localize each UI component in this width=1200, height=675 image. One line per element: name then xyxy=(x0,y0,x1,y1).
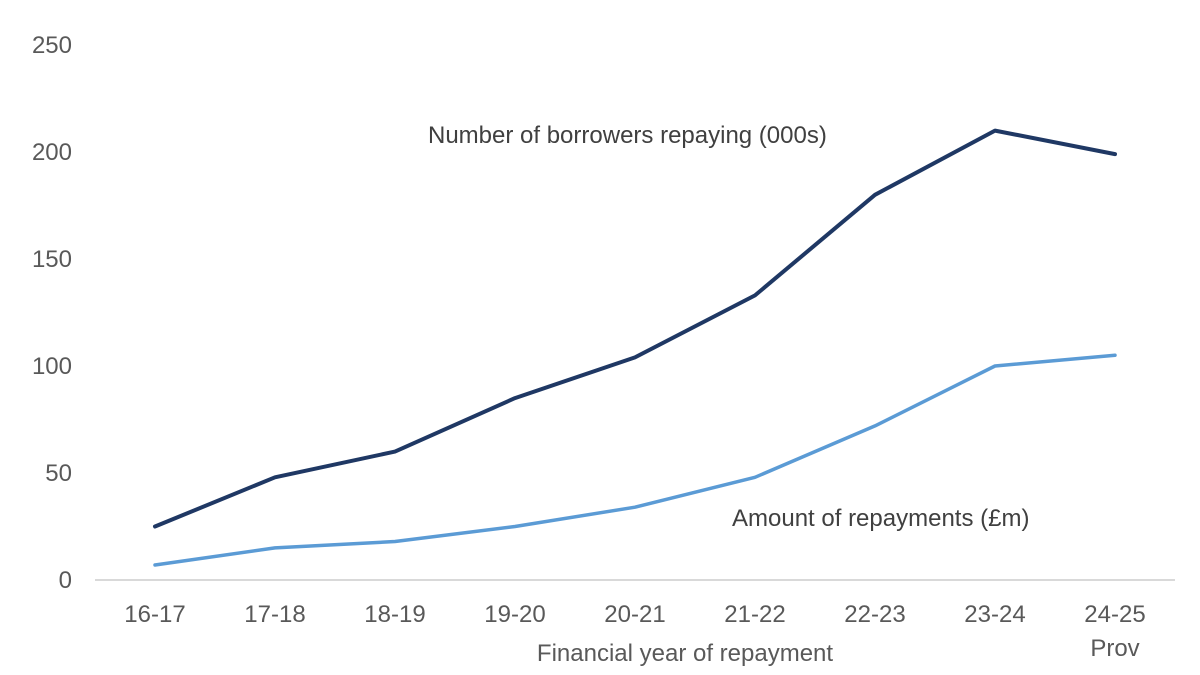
x-tick-label: 24-25 xyxy=(1084,601,1145,628)
y-axis: 0 50 100 150 200 250 xyxy=(32,32,72,594)
x-axis: 16-17 17-18 18-19 19-20 20-21 21-22 22-23 23-24… xyxy=(124,601,1145,662)
x-tick-label: 20-21 xyxy=(604,601,665,628)
x-tick-label: 19-20 xyxy=(484,601,545,628)
x-tick-label: 21-22 xyxy=(724,601,785,628)
y-tick-label: 150 xyxy=(32,246,72,273)
y-tick-label: 250 xyxy=(32,32,72,59)
series-lines xyxy=(153,128,1117,567)
y-tick-label: 50 xyxy=(45,460,72,487)
series-line-borrowers xyxy=(153,128,1117,529)
x-tick-label: 16-17 xyxy=(124,601,185,628)
series-label-repayments: Amount of repayments (£m) xyxy=(732,505,1029,532)
x-tick-label: 22-23 xyxy=(844,601,905,628)
series-label-borrowers: Number of borrowers repaying (000s) xyxy=(428,122,827,149)
x-tick-label: 18-19 xyxy=(364,601,425,628)
y-tick-label: 0 xyxy=(59,567,72,594)
series-line-repayments xyxy=(153,353,1117,567)
x-axis-title: Financial year of repayment xyxy=(537,640,833,667)
x-tick-label: 17-18 xyxy=(244,601,305,628)
x-tick-sublabel: Prov xyxy=(1090,635,1139,662)
x-tick-label: 23-24 xyxy=(964,601,1025,628)
y-tick-label: 200 xyxy=(32,139,72,166)
y-tick-label: 100 xyxy=(32,353,72,380)
